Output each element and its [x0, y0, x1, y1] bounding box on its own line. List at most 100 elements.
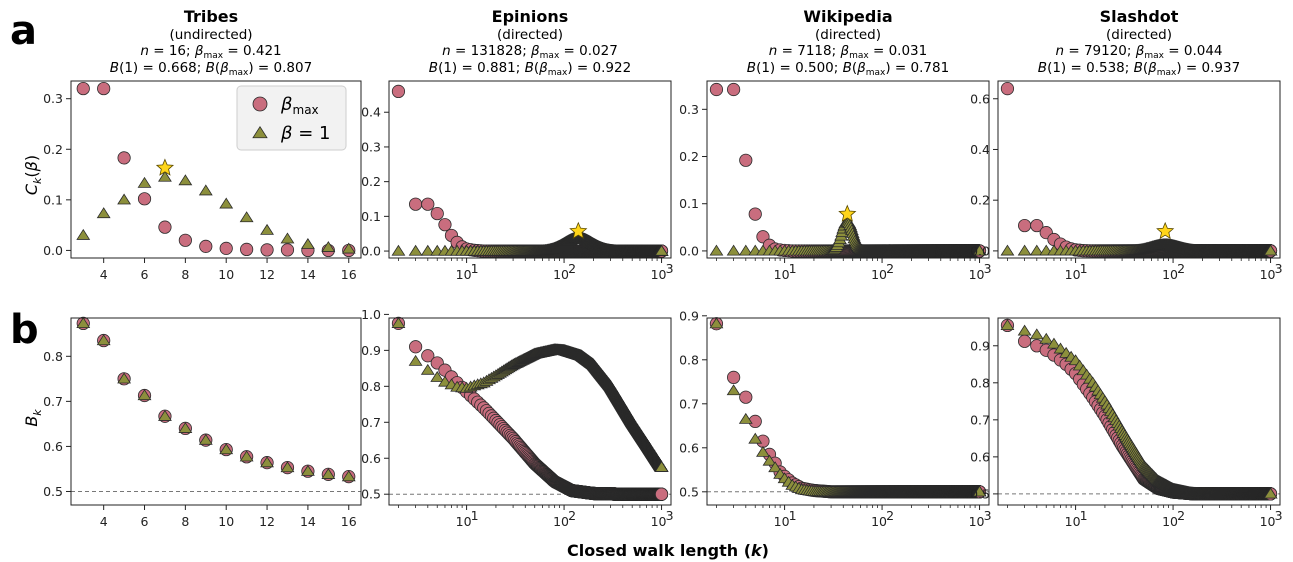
y-tick-label: 0.3 — [679, 102, 699, 117]
x-tick-label: 10 — [218, 267, 234, 282]
data-point — [421, 197, 435, 211]
x-tick-label: 10 — [969, 267, 985, 282]
data-point — [280, 243, 295, 257]
y-tick-label: 0.0 — [679, 243, 699, 258]
y-tick-label: 0.0 — [970, 243, 990, 258]
legend-label-beta-max: βmax — [280, 94, 319, 117]
x-tick-label: 10 — [553, 267, 569, 282]
network-type: (directed) — [1106, 27, 1172, 43]
series-beta-one — [76, 170, 356, 254]
x-tick-label-exponent: 3 — [984, 261, 992, 276]
stats-line-1: n = 16; βmax = 0.421 — [140, 43, 281, 61]
x-tick-label: 10 — [871, 267, 887, 282]
data-point — [178, 174, 193, 186]
data-point — [280, 232, 295, 244]
x-tick-label: 10 — [1065, 267, 1081, 282]
y-tick-label: 0.2 — [970, 193, 990, 208]
x-tick-label-exponent: 3 — [1275, 261, 1283, 276]
panel-label-b: b — [10, 307, 39, 353]
stats-line-1: n = 79120; βmax = 0.044 — [1055, 43, 1222, 61]
network-name: Wikipedia — [803, 7, 892, 26]
x-tick-label-exponent: 2 — [886, 261, 894, 276]
y-tick-label: 0.3 — [43, 91, 63, 106]
data-point — [321, 241, 336, 252]
data-point — [240, 242, 254, 257]
data-point — [300, 238, 315, 249]
y-tick-label: 0.2 — [43, 142, 63, 157]
data-point — [391, 84, 406, 99]
stats-line-1: n = 131828; βmax = 0.027 — [442, 43, 618, 61]
y-tick-label: 0.2 — [361, 174, 381, 189]
column-title-slashdot: Slashdot (directed) n = 79120; βmax = 0.… — [1038, 7, 1240, 78]
x-tick-label: 10 — [456, 267, 472, 282]
x-tick-label: 10 — [774, 267, 790, 282]
x-tick-label-exponent: 2 — [1177, 261, 1185, 276]
data-point — [252, 125, 268, 139]
x-axis-label: Closed walk length (k) — [567, 541, 769, 560]
legend-label-beta-one: β = 1 — [280, 123, 330, 144]
data-point — [117, 193, 132, 205]
data-point — [219, 197, 234, 209]
data-point — [739, 153, 753, 167]
data-point — [260, 243, 274, 257]
column-title-wikipedia: Wikipedia (directed) n = 7118; βmax = 0.… — [747, 7, 949, 78]
axes-background — [389, 81, 671, 258]
data-point — [1000, 82, 1015, 96]
x-tick-label: 8 — [181, 267, 189, 282]
stats-line-2: B(1) = 0.668; B(βmax) = 0.807 — [110, 60, 312, 78]
data-point — [409, 197, 423, 211]
x-tick-label: 12 — [259, 267, 275, 282]
data-point — [137, 176, 152, 188]
axes-frame — [70, 80, 362, 259]
x-tick-label: 10 — [1260, 267, 1276, 282]
network-type: (directed) — [497, 27, 563, 43]
data-point — [438, 218, 452, 232]
x-tick-label: 4 — [100, 267, 108, 282]
x-tick-label-exponent: 1 — [1080, 261, 1088, 276]
data-point — [76, 81, 90, 96]
data-point — [97, 81, 111, 96]
y-tick-label: 0.2 — [679, 149, 699, 164]
y-tick-label: 0.1 — [43, 192, 63, 207]
legend: βmax β = 1 — [236, 85, 347, 151]
data-point — [341, 242, 356, 254]
data-point — [178, 233, 192, 247]
data-point — [219, 241, 233, 255]
x-tick-label-exponent: 3 — [666, 261, 674, 276]
data-point — [709, 82, 724, 97]
y-tick-label: 0.3 — [361, 139, 381, 154]
stats-line-2: B(1) = 0.500; B(βmax) = 0.781 — [747, 60, 949, 78]
data-point — [239, 211, 254, 223]
x-tick-label-exponent: 1 — [471, 261, 479, 276]
network-name: Epinions — [492, 7, 569, 26]
data-point — [96, 207, 111, 219]
network-name: Tribes — [184, 7, 238, 26]
stats-line-2: B(1) = 0.881; B(βmax) = 0.922 — [429, 60, 631, 78]
x-tick-label-exponent: 2 — [568, 261, 576, 276]
y-tick-label: 0.0 — [361, 244, 381, 259]
network-type: (directed) — [815, 27, 881, 43]
data-point — [260, 223, 274, 235]
data-point — [137, 192, 152, 206]
y-tick-label: 0.1 — [361, 209, 381, 224]
data-point — [430, 206, 444, 221]
column-title-epinions: Epinions (directed) n = 131828; βmax = 0… — [429, 7, 631, 78]
panel-label-a: a — [10, 8, 37, 54]
y-axis-label-bottom: Bk — [22, 409, 44, 427]
data-point — [198, 184, 213, 196]
y-tick-label: 0.6 — [970, 91, 990, 106]
data-point — [158, 220, 172, 234]
subplot-a-wikipedia: 0.00.10.20.310 1 10 2 10 3 — [679, 80, 992, 282]
subplot-a-slashdot: 0.00.20.40.610 1 10 2 10 3 — [970, 80, 1283, 282]
data-point — [1018, 218, 1032, 233]
x-tick-label: 16 — [341, 267, 357, 282]
stats-line-2: B(1) = 0.538; B(βmax) = 0.937 — [1038, 60, 1240, 78]
stats-line-1: n = 7118; βmax = 0.031 — [769, 43, 927, 61]
subplot-a-epinions: 0.00.10.20.30.410 1 10 2 10 3 — [361, 80, 674, 282]
data-point — [158, 170, 172, 182]
y-tick-label: 0.0 — [43, 243, 63, 258]
y-tick-label: 0.4 — [361, 105, 381, 120]
data-point — [252, 96, 268, 112]
